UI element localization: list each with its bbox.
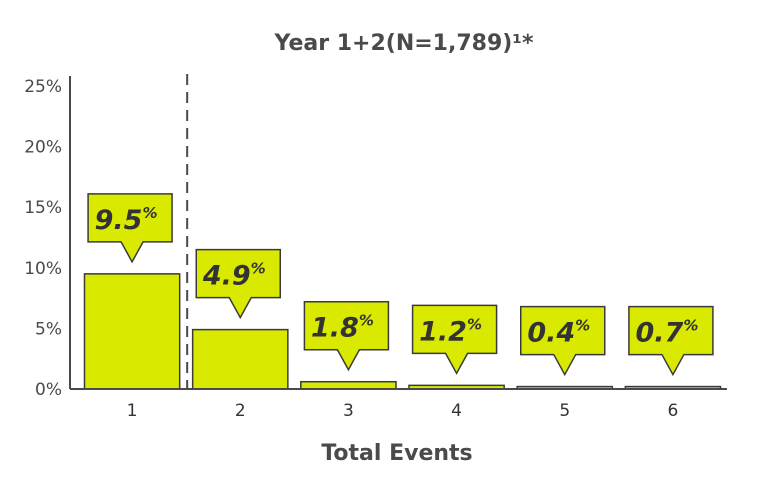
y-axis-ticks: 0% 5% 10% 15% 20% 25% xyxy=(24,77,62,400)
x-tick-label: 2 xyxy=(235,401,246,421)
x-axis-categories: 1 2 3 4 5 6 xyxy=(127,401,679,421)
bar xyxy=(83,273,181,390)
x-tick-label: 6 xyxy=(668,401,679,421)
data-label-callout xyxy=(303,300,390,372)
x-tick-label: 1 xyxy=(127,401,138,421)
bar xyxy=(300,380,397,390)
data-label-unit: % xyxy=(359,312,374,330)
chart-title: Year 1+2(N=1,789)¹* xyxy=(274,31,534,56)
x-tick-label: 3 xyxy=(343,401,354,421)
data-label-callouts: 9.5%4.9%1.8% 1.2% 0.4% 0.7% xyxy=(87,193,714,377)
bar xyxy=(191,328,289,390)
y-tick-label: 5% xyxy=(35,319,62,339)
x-tick-label: 5 xyxy=(559,401,570,421)
y-tick-label: 15% xyxy=(24,198,62,218)
data-label-unit: % xyxy=(142,204,157,222)
x-axis-label: Total Events xyxy=(321,441,472,466)
data-label-callout xyxy=(628,305,714,377)
y-tick-label: 20% xyxy=(24,138,62,158)
data-label-unit: % xyxy=(575,317,590,335)
data-label-callout xyxy=(520,305,606,377)
data-label-unit: % xyxy=(251,260,266,278)
data-label-callout xyxy=(87,193,173,264)
data-label-unit: % xyxy=(467,315,482,333)
data-label-callout xyxy=(195,248,281,320)
data-label-unit: % xyxy=(683,317,698,335)
bars xyxy=(83,273,722,390)
y-tick-label: 0% xyxy=(35,380,62,400)
y-tick-label: 10% xyxy=(24,259,62,279)
x-tick-label: 4 xyxy=(451,401,462,421)
y-tick-label: 25% xyxy=(24,77,62,97)
data-label-callout xyxy=(411,304,498,375)
